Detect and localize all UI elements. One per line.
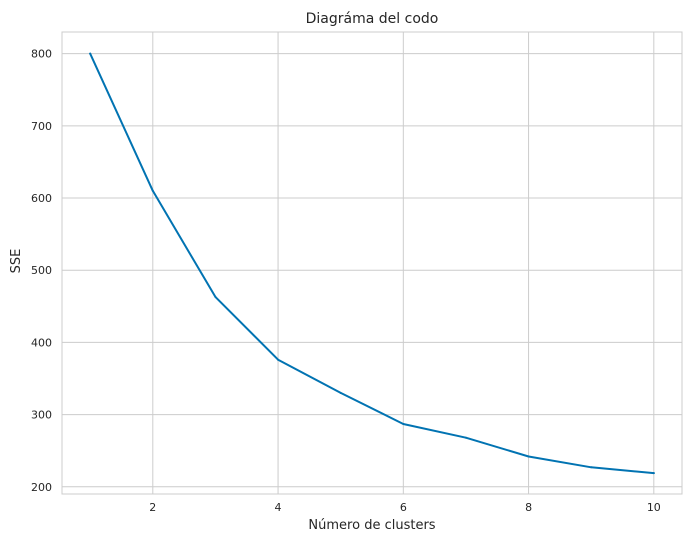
data-point: [590, 466, 593, 469]
x-tick-label: 2: [149, 501, 156, 514]
y-tick-labels: 200 300 400 500 600 700 800: [31, 48, 52, 494]
x-tick-label: 10: [647, 501, 661, 514]
data-point: [464, 436, 467, 439]
y-tick-label: 500: [31, 264, 52, 277]
data-point: [652, 472, 655, 475]
data-points: [89, 52, 655, 475]
y-tick-label: 800: [31, 48, 52, 61]
chart-title: Diagráma del codo: [306, 11, 439, 27]
grid: [62, 32, 682, 494]
y-tick-label: 300: [31, 409, 52, 422]
data-point: [89, 52, 92, 55]
sse-series-line: [89, 52, 655, 475]
y-tick-label: 700: [31, 120, 52, 133]
y-tick-label: 400: [31, 336, 52, 349]
x-tick-labels: 2 4 6 8 10: [149, 501, 661, 514]
x-tick-label: 8: [525, 501, 532, 514]
x-tick-label: 4: [275, 501, 282, 514]
y-tick-label: 600: [31, 192, 52, 205]
data-point: [527, 455, 530, 458]
data-point: [402, 422, 405, 425]
x-axis-title: Número de clusters: [308, 518, 435, 533]
y-tick-label: 200: [31, 481, 52, 494]
x-tick-label: 6: [400, 501, 407, 514]
data-point: [214, 295, 217, 298]
data-point: [339, 391, 342, 394]
plot-frame: [61, 31, 683, 495]
data-point: [277, 358, 280, 361]
data-point: [151, 189, 154, 192]
y-axis-title: SSE: [9, 249, 24, 274]
